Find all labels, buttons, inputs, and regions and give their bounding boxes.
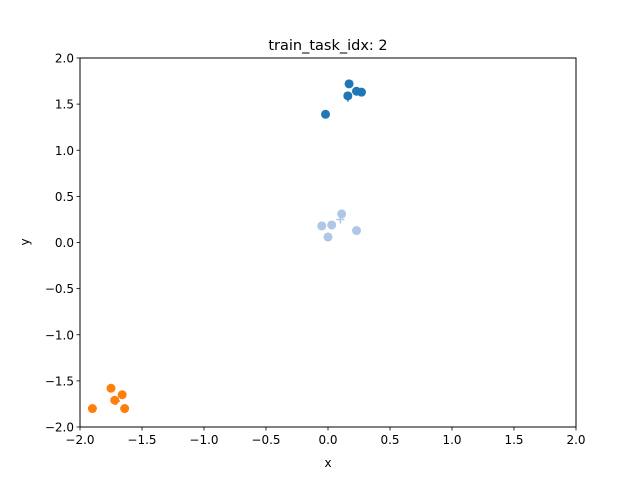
x-tick-label: −2.0: [65, 433, 94, 447]
y-tick-label: −2.0: [45, 421, 74, 435]
data-marks: [87, 79, 366, 414]
center-marker: [336, 215, 345, 224]
x-tick-label: 1.0: [442, 433, 461, 447]
x-axis-ticks: −2.0 −1.5 −1.0 −0.5 0.0 0.5 1.0 1.5 2.0: [65, 427, 586, 447]
y-axis-label: y: [18, 238, 32, 245]
x-axis-label: x: [324, 456, 331, 470]
y-tick-label: 2.0: [55, 52, 74, 66]
data-point: [327, 220, 337, 230]
data-point: [106, 383, 116, 393]
y-tick-label: 1.5: [55, 98, 74, 112]
center-marker: [111, 397, 120, 406]
y-tick-label: −0.5: [45, 282, 74, 296]
y-tick-label: 0.5: [55, 190, 74, 204]
x-tick-label: −0.5: [251, 433, 280, 447]
x-tick-label: 0.0: [318, 433, 337, 447]
plot-area: [80, 58, 576, 427]
center-marker: [343, 93, 352, 102]
data-point: [120, 404, 130, 414]
y-tick-label: −1.0: [45, 328, 74, 342]
y-tick-label: 0.0: [55, 236, 74, 250]
data-point: [110, 395, 120, 405]
x-tick-label: −1.5: [127, 433, 156, 447]
data-point: [352, 226, 362, 236]
y-tick-label: −1.5: [45, 374, 74, 388]
data-point: [356, 87, 366, 97]
data-point: [321, 109, 331, 119]
data-point: [337, 209, 347, 219]
x-tick-label: 1.5: [504, 433, 523, 447]
data-point: [323, 232, 333, 242]
data-point: [317, 221, 327, 231]
x-tick-label: 2.0: [566, 433, 585, 447]
y-axis-ticks: −2.0 −1.5 −1.0 −0.5 0.0 0.5 1.0 1.5 2.0: [45, 52, 80, 435]
x-tick-label: −1.0: [189, 433, 218, 447]
y-tick-label: 1.0: [55, 144, 74, 158]
chart-title: train_task_idx: 2: [268, 38, 387, 54]
x-tick-label: 0.5: [380, 433, 399, 447]
plot-frame: [79, 57, 577, 428]
data-point: [87, 404, 97, 414]
data-point: [117, 390, 127, 400]
data-point: [344, 79, 354, 89]
